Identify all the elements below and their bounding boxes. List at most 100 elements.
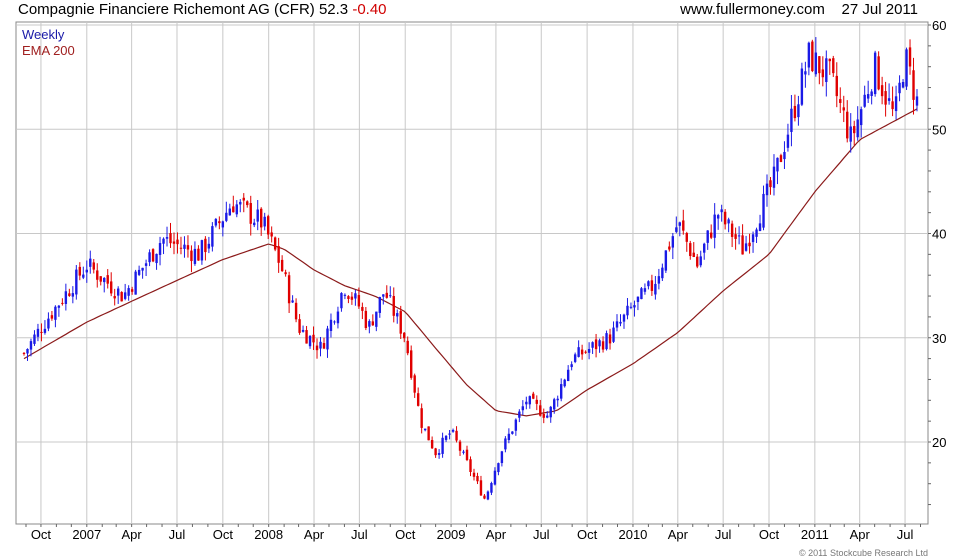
candle	[772, 154, 776, 196]
candle-body	[50, 315, 54, 319]
candle	[783, 141, 786, 169]
candle-body	[221, 221, 225, 228]
candle-body	[434, 448, 437, 456]
candle	[444, 435, 448, 442]
candle-body	[312, 334, 315, 343]
candle	[570, 361, 573, 371]
candle	[720, 204, 723, 222]
candle	[413, 373, 416, 398]
candle-body	[553, 399, 556, 410]
chart-date: 27 Jul 2011	[841, 1, 918, 18]
candle	[347, 295, 350, 304]
candle	[430, 436, 434, 449]
candle-body	[246, 201, 249, 206]
candle-body	[99, 276, 102, 282]
x-tick-label: Apr	[122, 527, 143, 542]
source-site[interactable]: www.fullermoney.com	[680, 1, 825, 18]
candle	[661, 263, 664, 281]
candle-body	[266, 216, 270, 235]
candle	[723, 209, 727, 230]
candle-body	[783, 151, 786, 160]
candle	[877, 51, 880, 91]
candle-body	[305, 330, 308, 344]
candle	[308, 335, 312, 349]
candle	[577, 340, 580, 358]
candle-body	[605, 333, 608, 350]
candle-body	[720, 209, 723, 213]
candle	[912, 57, 915, 115]
candle	[315, 338, 319, 359]
candle	[85, 260, 88, 283]
candle-body	[326, 328, 329, 350]
candle-body	[573, 354, 577, 362]
candle-body	[842, 107, 845, 111]
x-tick-label: 2007	[72, 527, 101, 542]
candle	[664, 250, 668, 273]
ema-line	[23, 108, 918, 417]
candle	[89, 250, 92, 274]
candle	[235, 200, 238, 218]
candle	[762, 185, 765, 231]
candle-body	[350, 296, 354, 300]
candle-body	[793, 105, 797, 119]
candle-body	[134, 271, 137, 295]
legend-weekly: Weekly	[22, 27, 65, 42]
candle	[211, 222, 214, 252]
candle-body	[549, 406, 552, 418]
candle-body	[894, 96, 898, 112]
candle-body	[866, 94, 870, 99]
candle-body	[535, 399, 538, 404]
candle-body	[270, 232, 273, 237]
candle-body	[263, 216, 266, 227]
candle-body	[504, 438, 507, 450]
candle	[559, 378, 563, 402]
candle	[807, 41, 811, 76]
candle-body	[176, 239, 179, 245]
candle-body	[546, 415, 549, 418]
candle-body	[458, 441, 462, 451]
candle-body	[96, 270, 99, 280]
candle-body	[43, 328, 47, 333]
candle-body	[430, 439, 434, 449]
candle-body	[703, 243, 706, 253]
candle	[218, 216, 221, 230]
candle-body	[144, 263, 148, 266]
candle	[870, 89, 873, 105]
candle	[134, 269, 137, 295]
candle-body	[110, 281, 113, 294]
y-tick-label: 20	[932, 435, 946, 450]
candle	[242, 193, 245, 213]
candle	[804, 61, 807, 88]
candle	[839, 87, 842, 114]
candle-body	[772, 166, 776, 188]
candle-body	[800, 68, 804, 105]
candle	[853, 120, 856, 146]
candle-body	[308, 335, 312, 347]
candle-body	[127, 288, 130, 296]
candle-body	[804, 71, 807, 75]
candle	[123, 283, 127, 301]
candle	[657, 268, 661, 290]
candle-body	[807, 42, 811, 68]
candle-body	[559, 384, 563, 399]
candle	[633, 300, 636, 317]
candle-body	[403, 332, 406, 339]
candle-body	[790, 108, 793, 132]
candle-body	[106, 275, 109, 284]
candle	[741, 224, 744, 255]
candle-body	[85, 269, 88, 273]
candle-body	[368, 321, 371, 327]
candle-body	[225, 212, 228, 221]
candle	[273, 236, 277, 252]
candle	[33, 330, 36, 346]
candle	[818, 56, 821, 85]
x-tick-label: 2011	[801, 527, 829, 542]
candle	[615, 314, 619, 332]
candle-body	[598, 340, 601, 347]
candle	[546, 411, 549, 419]
x-tick-label: Jul	[533, 527, 550, 542]
candle-body	[193, 248, 197, 264]
candle-body	[619, 321, 622, 324]
candle-body	[626, 305, 629, 316]
candle-body	[214, 218, 218, 226]
